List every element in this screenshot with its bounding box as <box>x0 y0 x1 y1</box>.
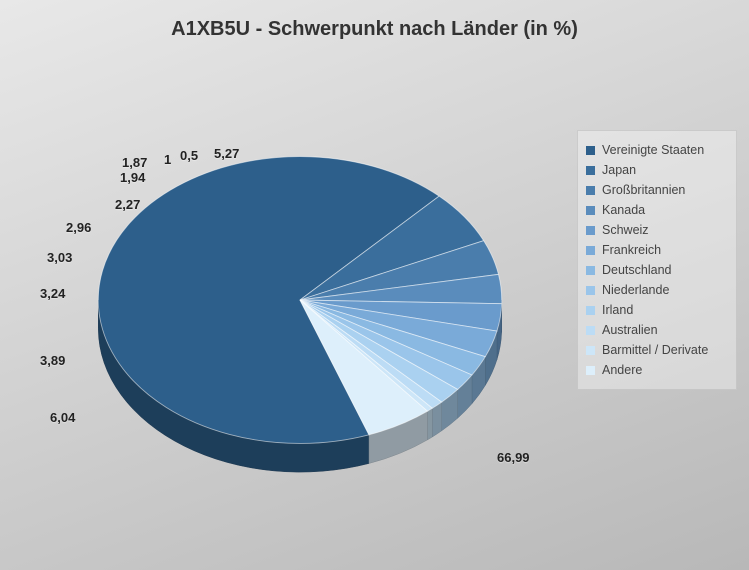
legend-item: Australien <box>586 323 728 337</box>
legend-swatch <box>586 326 595 335</box>
slice-value-label: 2,96 <box>66 220 91 235</box>
legend-item: Andere <box>586 363 728 377</box>
legend-label: Niederlande <box>602 283 669 297</box>
legend-item: Barmittel / Derivate <box>586 343 728 357</box>
legend-label: Barmittel / Derivate <box>602 343 708 357</box>
pie-chart: 66,99 6,04 3,89 3,24 3,03 2,96 2,27 1,941,87 1 0,… <box>40 70 560 530</box>
legend-label: Andere <box>602 363 642 377</box>
legend-item: Vereinigte Staaten <box>586 143 728 157</box>
slice-value-label: 0,5 <box>180 148 198 163</box>
slice-value-label: 1,94 <box>120 170 145 185</box>
legend-swatch <box>586 246 595 255</box>
legend-item: Schweiz <box>586 223 728 237</box>
slice-value-label: 5,27 <box>214 146 239 161</box>
legend-label: Australien <box>602 323 658 337</box>
legend-swatch <box>586 286 595 295</box>
legend-swatch <box>586 206 595 215</box>
legend-label: Großbritannien <box>602 183 685 197</box>
legend-label: Japan <box>602 163 636 177</box>
legend-label: Irland <box>602 303 633 317</box>
slice-value-label: 3,89 <box>40 353 65 368</box>
legend-item: Niederlande <box>586 283 728 297</box>
legend-swatch <box>586 186 595 195</box>
legend: Vereinigte Staaten Japan Großbritannien Kan… <box>577 130 737 390</box>
slice-value-label: 1,87 <box>122 155 147 170</box>
legend-label: Vereinigte Staaten <box>602 143 704 157</box>
legend-swatch <box>586 146 595 155</box>
legend-swatch <box>586 306 595 315</box>
legend-item: Deutschland <box>586 263 728 277</box>
legend-label: Kanada <box>602 203 645 217</box>
legend-swatch <box>586 166 595 175</box>
slice-value-label: 3,03 <box>47 250 72 265</box>
legend-swatch <box>586 226 595 235</box>
legend-item: Frankreich <box>586 243 728 257</box>
slice-value-label: 3,24 <box>40 286 65 301</box>
slice-value-label: 1 <box>164 152 171 167</box>
legend-label: Frankreich <box>602 243 661 257</box>
legend-swatch <box>586 346 595 355</box>
legend-label: Schweiz <box>602 223 649 237</box>
legend-item: Großbritannien <box>586 183 728 197</box>
slice-value-label: 66,99 <box>497 450 530 465</box>
slice-value-label: 2,27 <box>115 197 140 212</box>
legend-swatch <box>586 366 595 375</box>
legend-item: Japan <box>586 163 728 177</box>
legend-swatch <box>586 266 595 275</box>
slice-value-label: 6,04 <box>50 410 75 425</box>
legend-item: Kanada <box>586 203 728 217</box>
chart-title: A1XB5U - Schwerpunkt nach Länder (in %) <box>0 18 749 41</box>
legend-item: Irland <box>586 303 728 317</box>
legend-label: Deutschland <box>602 263 672 277</box>
